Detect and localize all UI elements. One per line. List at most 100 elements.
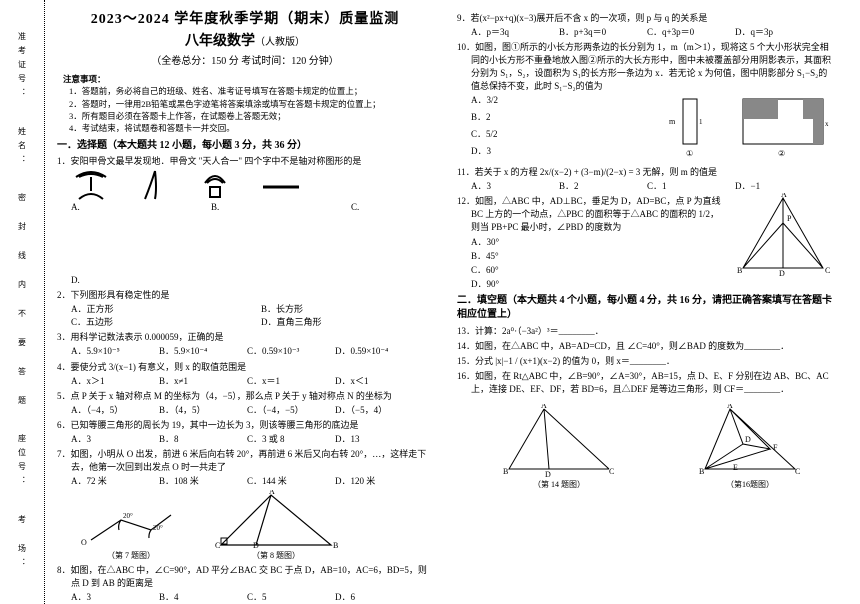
svg-text:20°: 20° [153,524,163,532]
option: D．120 米 [335,475,423,488]
option: A．p＝3q [471,26,559,39]
option: C．0.59×10⁻³ [247,345,335,358]
margin-label: 准考证号： [17,32,28,102]
svg-text:C: C [609,467,614,476]
question-9: 9．若(x²−px+q)(x−3)展开后不含 x 的一次项，则 p 与 q 的关… [457,12,833,25]
option: C．（−4，−5） [247,404,335,417]
option: A．30° [471,236,727,249]
note-item: 2．答题时，一律用2B铅笔或黑色字迹笔将答案填涂或填写在答题卡规定的位置上； [81,98,433,110]
note-item: 1．答题前，务必将自己的班级、姓名、准考证号填写在答题卡规定的位置上； [81,85,433,97]
margin-label: 密 封 线 内 不 要 答 题 [17,193,28,410]
q12-figure: A P B D C [733,193,833,278]
q10-options: A．3/2 B．2 C．5/2 D．3 [471,94,498,158]
question-1: 1．安阳甲骨文最早发现地．甲骨文 "天人合一" 四个字中不是轴对称图形的是 [57,155,433,168]
margin-label: 姓名： [17,127,28,169]
option: B．5.9×10⁻⁴ [159,345,247,358]
option: D. [71,274,151,287]
option: C．3 或 8 [247,433,335,446]
section-1-head: 一．选择题（本大题共 12 小题，每小题 3 分，共 36 分） [57,139,433,154]
svg-text:x: x [825,120,829,128]
section-2-head: 二．填空题（本大题共 4 个小题，每小题 4 分，共 16 分，请把正确答案填写… [457,294,833,323]
option: A．（−4，5） [71,404,159,417]
q7-q8-figures: O 20° 20° （第 7 题图） C D B A （第 8 题图） [71,490,433,562]
option: B．8 [159,433,247,446]
option: A．5.9×10⁻⁵ [71,345,159,358]
q7-caption: （第 7 题图） [71,550,191,562]
q8-options: A．3 B．4 C．5 D．6 [71,591,433,604]
option: B．（4，5） [159,404,247,417]
q4-options: A．x＞1 B．x≠1 C．x＝1 D．x＜1 [71,375,433,388]
option: D．直角三角形 [261,316,341,329]
svg-text:C: C [825,266,830,275]
question-4: 4．要使分式 3/(x−1) 有意义，则 x 的取值范围是 [57,361,433,374]
q3-options: A．5.9×10⁻⁵ B．5.9×10⁻⁴ C．0.59×10⁻³ D．0.59… [71,345,433,358]
svg-text:F: F [773,443,778,452]
notes-label: 注意事项： [63,74,106,84]
option: B．108 米 [159,475,247,488]
option: C．60° [471,264,727,277]
margin-label: 考 场： [17,515,28,572]
question-15: 15．分式 |x|−1 / (x+1)(x−2) 的值为 0，则 x＝_____… [457,355,833,368]
q16-caption: （第16题图） [695,479,805,491]
option: D．90° [471,278,727,291]
question-3: 3．用科学记数法表示 0.000059，正确的是 [57,331,433,344]
option: A．x＞1 [71,375,159,388]
glyph-tian [71,169,111,201]
question-2: 2．下列图形具有稳定性的是 [57,289,433,302]
q14-q16-figures: A B D C （第 14 题图） A B C D F E （第16题图） [471,404,833,491]
svg-text:D: D [745,435,751,444]
option: A．3/2 [471,94,498,107]
svg-text:C: C [215,541,220,550]
option: D．0.59×10⁻⁴ [335,345,423,358]
margin-label: 座位号： [17,434,28,490]
question-6: 6．已知等腰三角形的周长为 19，其中一边长为 3，则该等腰三角形的底边是 [57,419,433,432]
question-11: 11．若关于 x 的方程 2x/(x−2) + (3−m)/(2−x) = 3 … [457,166,833,179]
option: B．2 [471,111,498,124]
question-12: 12．如图，△ABC 中，AD⊥BC，垂足为 D，AD=BC，点 P 为直线 B… [457,195,727,234]
note-item: 4．考试结束，将试题卷和答题卡一并交回。 [81,122,433,134]
q1-glyphs [71,169,433,201]
svg-text:C: C [795,467,800,476]
page-right: 9．若(x²−px+q)(x−3)展开后不含 x 的一次项，则 p 与 q 的关… [445,0,845,604]
instructions: 注意事项： 1．答题前，务必将自己的班级、姓名、准考证号填写在答题卡规定的位置上… [63,73,433,135]
option: B．长方形 [261,303,341,316]
svg-text:A: A [781,193,787,199]
svg-text:P: P [787,214,792,223]
question-16: 16．如图，在 Rt△ABC 中，∠B=90°，∠A=30°，AB=15，点 D… [457,370,833,396]
svg-text:m: m [669,117,676,126]
edition: （人教版） [255,37,305,48]
svg-text:①: ① [686,149,693,158]
svg-text:D: D [545,470,551,479]
q8-caption: （第 8 题图） [211,550,341,562]
q14-caption: （第 14 题图） [499,479,619,491]
svg-text:A: A [269,490,275,496]
option: C．x＝1 [247,375,335,388]
svg-text:D: D [253,541,259,550]
q10-figure: m 1 ① x ② [653,94,833,164]
option: B．45° [471,250,727,263]
q2-options: A．正方形 B．长方形 C．五边形 D．直角三角形 [71,303,433,329]
svg-text:1: 1 [699,118,703,126]
subject: 八年级数学 [185,34,255,49]
page-left: 2023～2024 学年度秋季学期（期末）质量监测 八年级数学（人教版） （全卷… [45,0,445,604]
option: D．13 [335,433,423,446]
q16-figure: A B C D F E （第16题图） [695,404,805,491]
option: B．4 [159,591,247,604]
exam-title: 2023～2024 学年度秋季学期（期末）质量监测 [57,10,433,30]
option: B．2 [559,180,647,193]
q14-figure: A B D C （第 14 题图） [499,404,619,491]
option: D．（−5，4） [335,404,423,417]
svg-text:B: B [737,266,742,275]
svg-text:A: A [727,404,733,410]
option: A．3 [71,433,159,446]
svg-text:O: O [81,538,87,547]
option: D．q＝3p [735,26,823,39]
binding-margin: 准考证号： 姓名： 密 封 线 内 不 要 答 题 座位号： 考 场： [0,0,45,604]
exam-subtitle: 八年级数学（人教版） [57,32,433,52]
option: A．3 [71,591,159,604]
q6-options: A．3 B．8 C．3 或 8 D．13 [71,433,433,446]
option: D．3 [471,145,498,158]
q11-options: A．3 B．2 C．1 D．−1 [471,180,833,193]
option: C．q+3p＝0 [647,26,735,39]
q5-options: A．（−4，5） B．（4，5） C．（−4，−5） D．（−5，4） [71,404,433,417]
